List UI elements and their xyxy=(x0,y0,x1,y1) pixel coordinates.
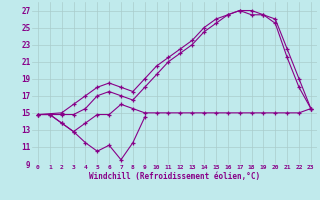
X-axis label: Windchill (Refroidissement éolien,°C): Windchill (Refroidissement éolien,°C) xyxy=(89,172,260,181)
